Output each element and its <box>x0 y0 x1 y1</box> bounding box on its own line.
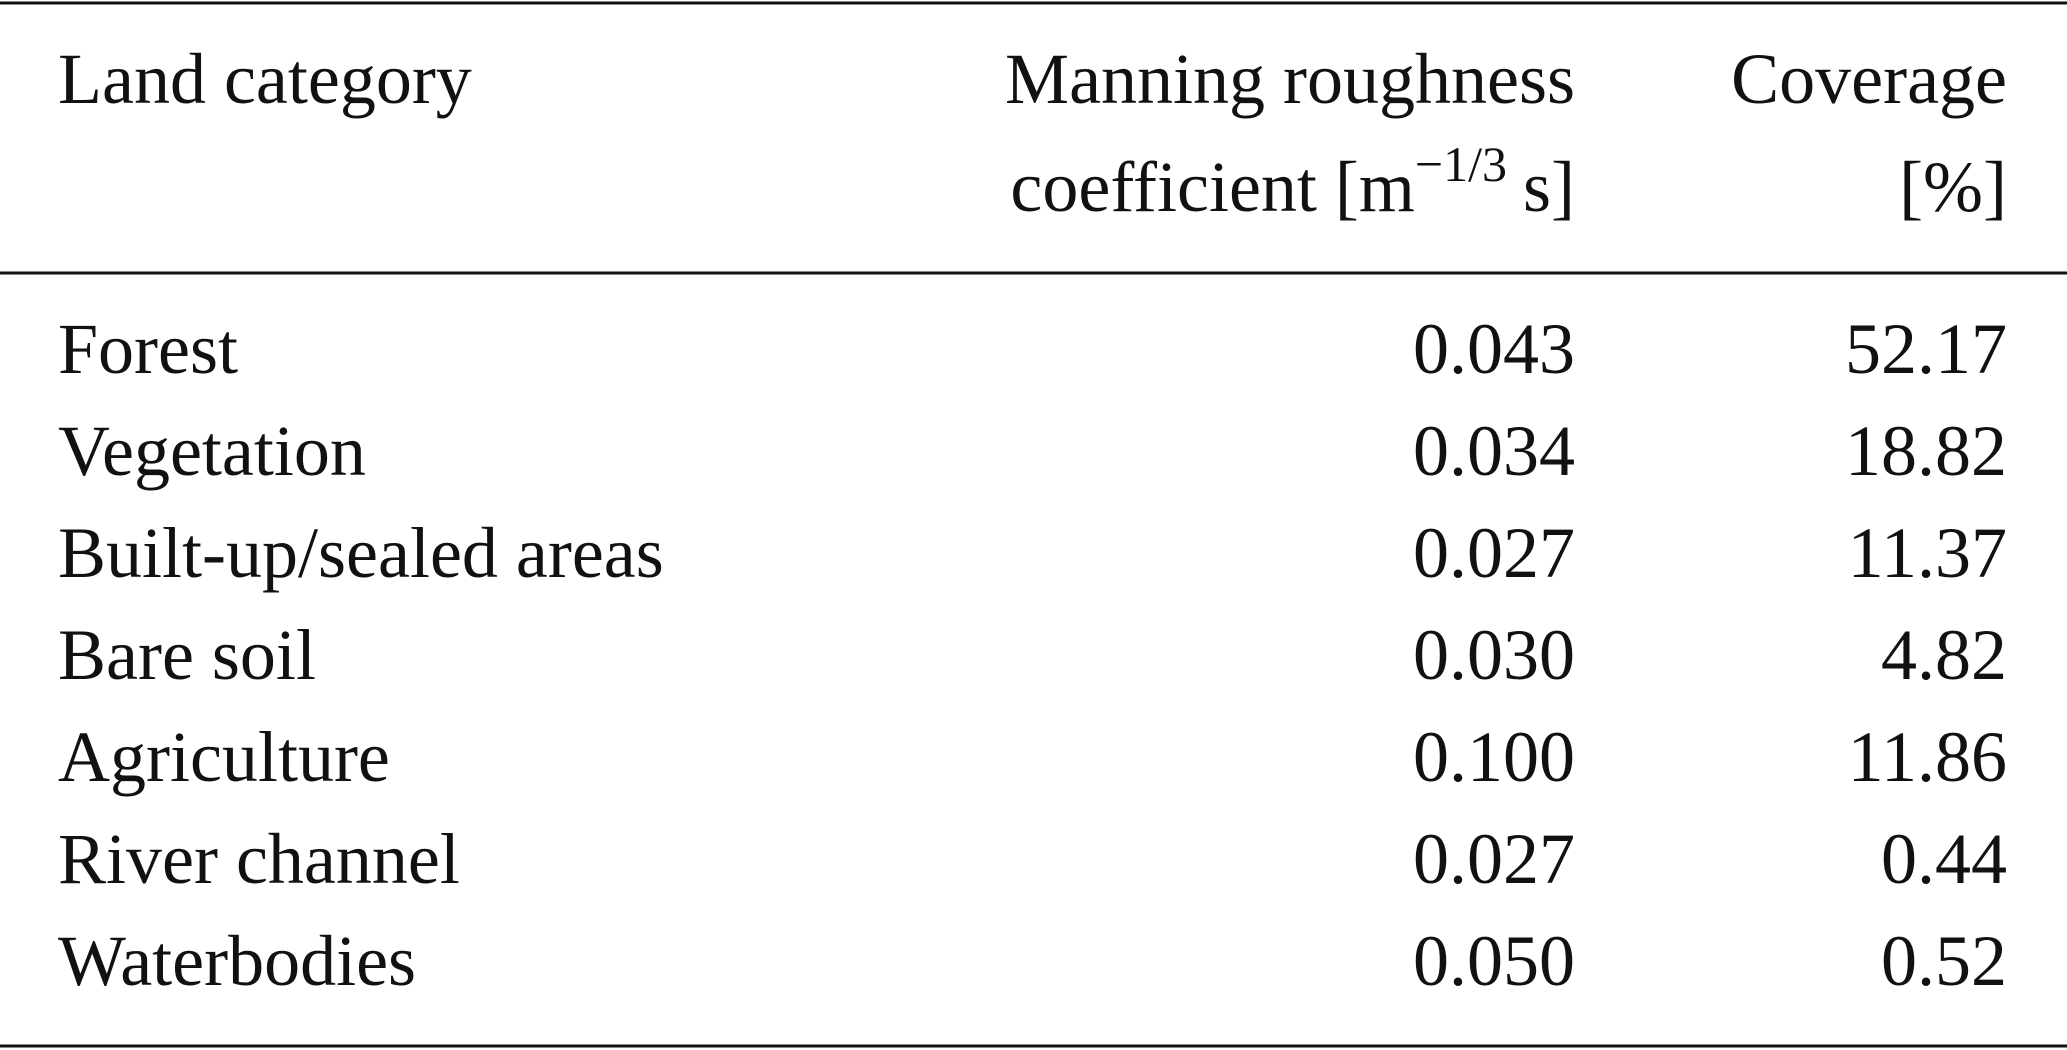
table-cell: 11.37 <box>1848 513 2007 593</box>
table-cell: 0.100 <box>1413 717 1575 797</box>
header-cell: coefficient [m−1/3 s] <box>1010 136 1575 227</box>
table-cell: 18.82 <box>1845 411 2007 491</box>
table-cell: 0.44 <box>1881 819 2007 899</box>
header-superscript: −1/3 <box>1415 136 1507 192</box>
header-cell: Coverage <box>1731 39 2007 119</box>
table-cell: 0.050 <box>1413 921 1575 1001</box>
table-cell: 0.030 <box>1413 615 1575 695</box>
header-cell: Land category <box>58 39 472 119</box>
table-cell: Agriculture <box>58 717 390 797</box>
table-cell: 0.034 <box>1413 411 1575 491</box>
table-cell: 4.82 <box>1881 615 2007 695</box>
table-cell: 52.17 <box>1845 309 2007 389</box>
table-cell: Bare soil <box>58 615 316 695</box>
table-cell: 0.043 <box>1413 309 1575 389</box>
table-cell: River channel <box>58 819 460 899</box>
table-cell: 11.86 <box>1848 717 2007 797</box>
table-cell: Vegetation <box>58 411 366 491</box>
table-cell: 0.52 <box>1881 921 2007 1001</box>
table-cell: 0.027 <box>1413 819 1575 899</box>
table-cell: Built-up/sealed areas <box>58 513 664 593</box>
header-cell: Manning roughness <box>1005 39 1575 119</box>
header-cell: [%] <box>1899 147 2007 227</box>
header-text: coefficient [m <box>1010 147 1414 227</box>
table-cell: 0.027 <box>1413 513 1575 593</box>
table-cell: Waterbodies <box>58 921 416 1001</box>
header-text: s] <box>1523 147 1575 227</box>
table-cell: Forest <box>58 309 238 389</box>
